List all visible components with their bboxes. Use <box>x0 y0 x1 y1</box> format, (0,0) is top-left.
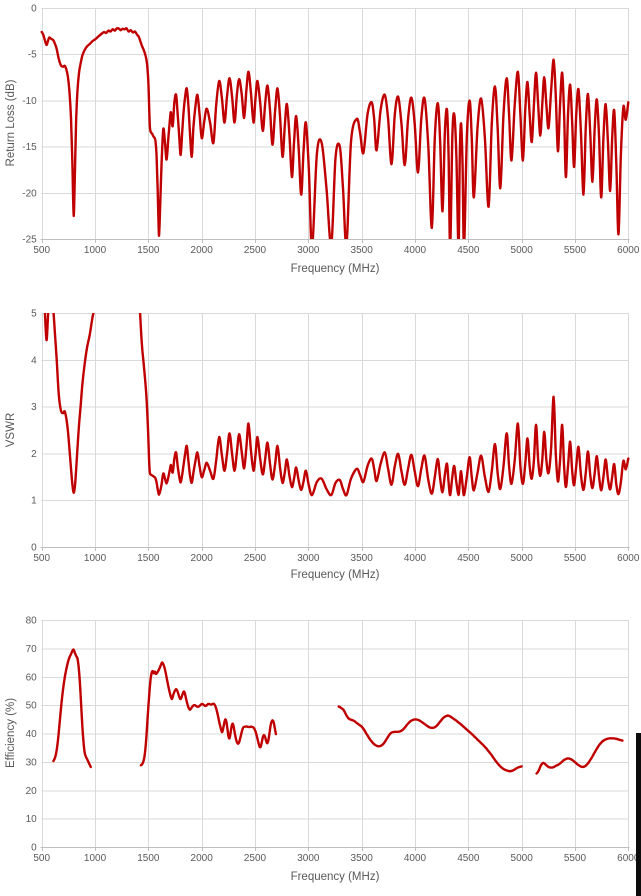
x-tick-label: 4500 <box>457 245 480 256</box>
x-tick-label: 1500 <box>137 245 160 256</box>
return-loss-y-axis-title: Return Loss (dB) <box>5 79 17 167</box>
y-tick-label: 40 <box>26 729 38 740</box>
x-tick-label: 1000 <box>84 853 107 864</box>
x-tick-label: 1500 <box>137 853 160 864</box>
x-tick-label: 5500 <box>564 245 587 256</box>
x-tick-label: 6000 <box>617 245 640 256</box>
x-tick-label: 2000 <box>191 553 214 564</box>
x-tick-label: 3500 <box>351 853 374 864</box>
series-line <box>535 737 624 775</box>
y-tick-label: -25 <box>22 235 37 246</box>
efficiency-x-axis-title: Frequency (MHz) <box>290 871 380 883</box>
series-group <box>52 648 624 775</box>
x-tick-label: 1000 <box>84 245 107 256</box>
y-tick-label: -5 <box>28 50 37 61</box>
y-tick-label: 1 <box>31 496 37 507</box>
x-tick-label: 2000 <box>191 245 214 256</box>
x-tick-label: 5000 <box>511 553 534 564</box>
return-loss-x-axis-title: Frequency (MHz) <box>290 263 380 275</box>
x-tick-label: 4000 <box>404 553 427 564</box>
series-line <box>139 661 278 767</box>
vswr-x-axis-title: Frequency (MHz) <box>290 569 380 581</box>
x-tick-label: 5000 <box>511 853 534 864</box>
y-tick-label: 2 <box>31 449 37 460</box>
x-tick-label: 3500 <box>351 245 374 256</box>
y-tick-label: 0 <box>31 4 37 15</box>
y-tick-label: 80 <box>26 616 38 627</box>
series-line <box>52 648 92 769</box>
y-tick-label: 5 <box>31 309 37 320</box>
x-tick-label: 6000 <box>617 553 640 564</box>
x-tick-label: 3000 <box>297 853 320 864</box>
x-tick-label: 500 <box>33 853 50 864</box>
y-tick-label: 60 <box>26 672 38 683</box>
series-group <box>40 27 630 239</box>
x-tick-label: 2000 <box>191 853 214 864</box>
y-tick-label: 30 <box>26 757 38 768</box>
x-tick-label: 4500 <box>457 553 480 564</box>
x-tick-label: 5500 <box>564 553 587 564</box>
x-tick-label: 2500 <box>244 853 267 864</box>
series-line <box>43 313 630 497</box>
x-tick-label: 500 <box>33 245 50 256</box>
x-tick-label: 6000 <box>617 853 640 864</box>
x-tick-label: 2500 <box>244 245 267 256</box>
x-tick-label: 4000 <box>404 245 427 256</box>
x-tick-label: 500 <box>33 553 50 564</box>
y-tick-label: 70 <box>26 644 38 655</box>
x-tick-label: 1000 <box>84 553 107 564</box>
x-tick-label: 3500 <box>351 553 374 564</box>
window-edge-bar <box>636 733 641 896</box>
y-tick-label: -15 <box>22 142 37 153</box>
y-tick-label: -20 <box>22 188 37 199</box>
series-line <box>40 27 630 239</box>
y-tick-label: 0 <box>31 543 37 554</box>
x-tick-label: 1500 <box>137 553 160 564</box>
y-tick-label: 20 <box>26 786 38 797</box>
x-tick-label: 3000 <box>297 245 320 256</box>
series-group <box>43 313 630 497</box>
series-line <box>337 705 523 773</box>
vswr-y-axis-title: VSWR <box>5 412 17 448</box>
y-tick-label: 50 <box>26 701 38 712</box>
y-tick-label: 0 <box>31 843 37 854</box>
y-tick-label: 4 <box>31 355 37 366</box>
efficiency-y-axis-title: Efficiency (%) <box>5 697 17 769</box>
x-tick-label: 4000 <box>404 853 427 864</box>
y-tick-label: -10 <box>22 96 37 107</box>
x-tick-label: 3000 <box>297 553 320 564</box>
y-tick-label: 10 <box>26 814 38 825</box>
x-tick-label: 2500 <box>244 553 267 564</box>
x-tick-label: 5000 <box>511 245 534 256</box>
x-tick-label: 5500 <box>564 853 587 864</box>
y-tick-label: 3 <box>31 402 37 413</box>
x-tick-label: 4500 <box>457 853 480 864</box>
